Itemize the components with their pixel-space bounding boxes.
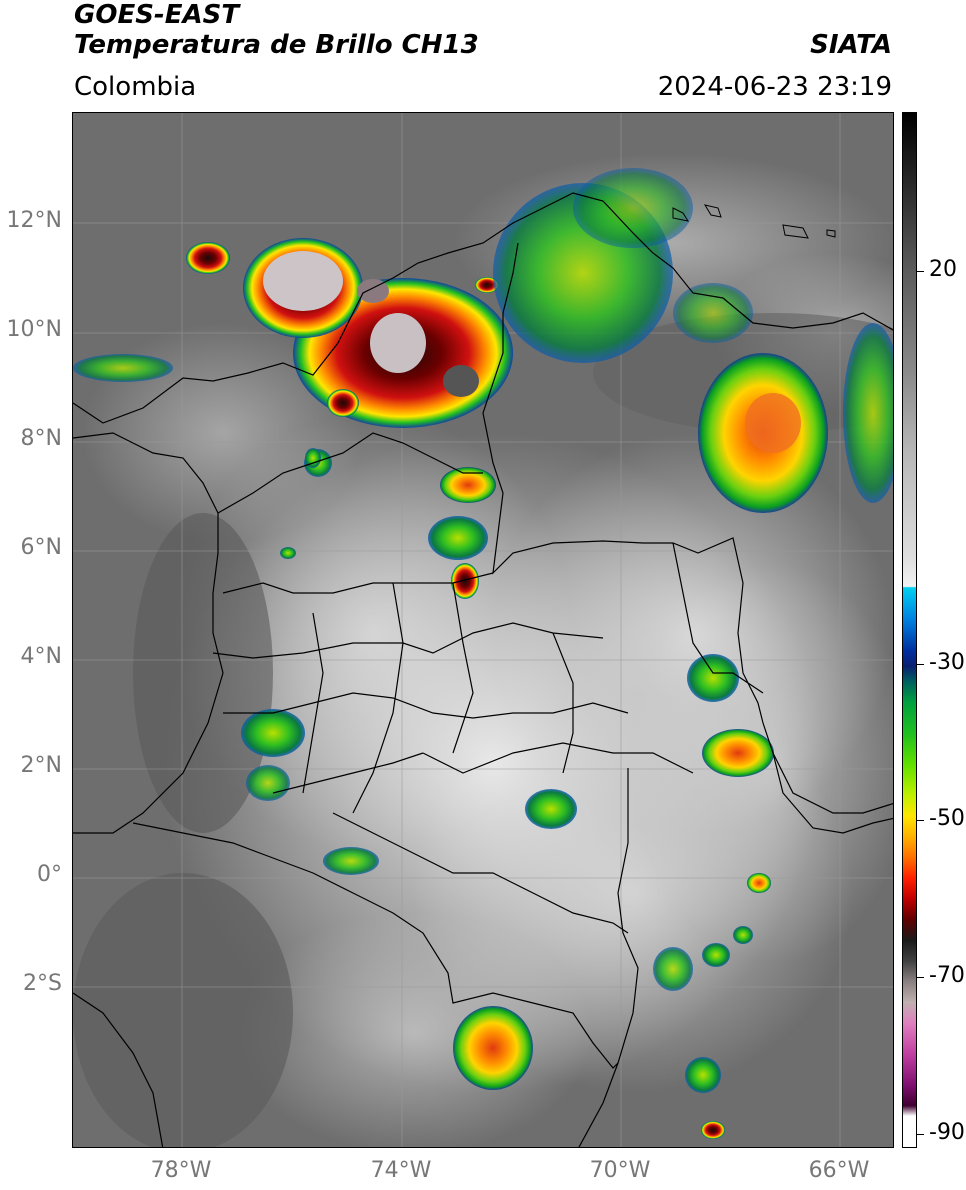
colorbar-tick-20	[917, 271, 924, 272]
lon-label-74w: 74°W	[370, 1158, 432, 1183]
colorbar-label-neg90: -90	[929, 1120, 965, 1145]
satellite-map	[72, 112, 894, 1148]
lat-label-2n: 2°N	[20, 753, 62, 778]
colorbar-label-neg30: -30	[929, 650, 965, 675]
lon-label-78w: 78°W	[150, 1158, 212, 1183]
lat-label-8n: 8°N	[20, 426, 62, 451]
colorbar-tick-neg90	[917, 1134, 924, 1135]
colorbar	[902, 112, 917, 1148]
lon-label-66w: 66°W	[808, 1158, 870, 1183]
colorbar-tick-neg70	[917, 977, 924, 978]
agency-label: SIATA	[810, 30, 892, 60]
region-label: Colombia	[74, 72, 197, 102]
lat-label-0: 0°	[37, 862, 62, 887]
colorbar-tick-neg30	[917, 664, 924, 665]
lat-label-2s: 2°S	[23, 971, 62, 996]
datetime-label: 2024-06-23 23:19	[657, 72, 892, 102]
colorbar-label-neg50: -50	[929, 806, 965, 831]
lat-label-6n: 6°N	[20, 535, 62, 560]
lon-label-70w: 70°W	[589, 1158, 651, 1183]
product-title: Temperatura de Brillo CH13	[74, 30, 479, 60]
colorbar-tick-neg50	[917, 820, 924, 821]
colorbar-label-20: 20	[929, 257, 957, 282]
lat-label-4n: 4°N	[20, 644, 62, 669]
lat-label-12n: 12°N	[6, 208, 62, 233]
lat-label-10n: 10°N	[6, 317, 62, 342]
satellite-title: GOES-EAST	[74, 0, 240, 30]
colorbar-label-neg70: -70	[929, 963, 965, 988]
